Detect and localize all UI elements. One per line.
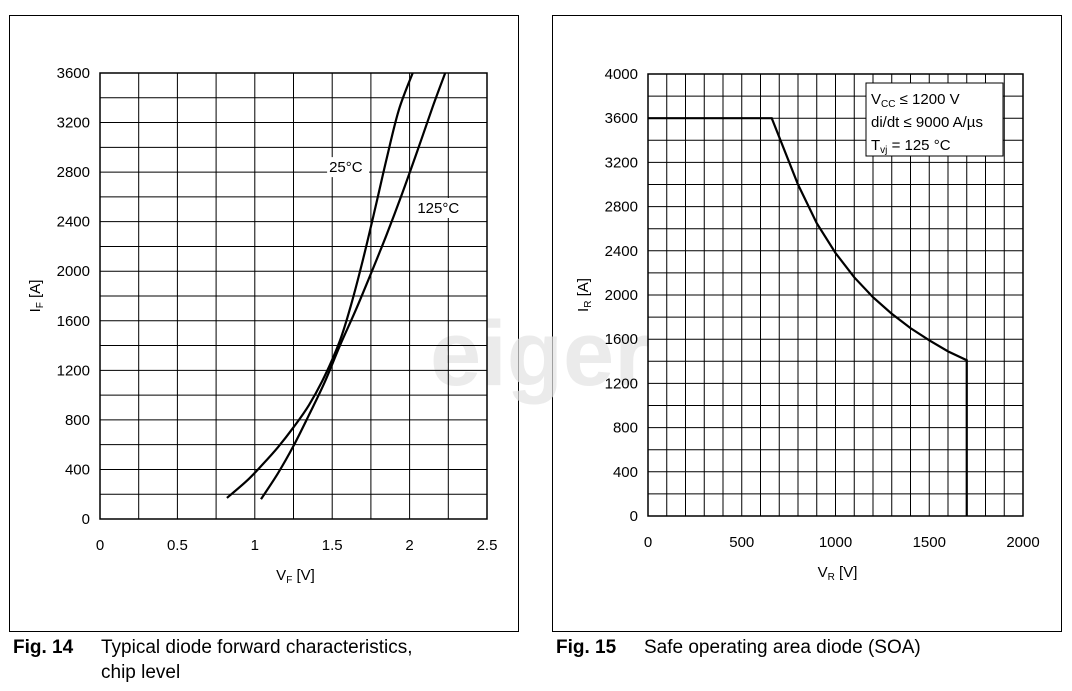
fig15-caption: Fig. 15 Safe operating area diode (SOA) xyxy=(556,635,921,660)
fig14-annotation-label: 125°C xyxy=(417,200,459,217)
fig15-legend-line: VCC ≤ 1200 V xyxy=(871,91,960,110)
fig14-x-tick-label: 2 xyxy=(405,537,413,554)
fig14-series-25C-line xyxy=(226,72,414,499)
fig15-legend-line: di/dt ≤ 9000 A/µs xyxy=(871,114,983,131)
fig15-y-tick-label: 2000 xyxy=(605,287,638,304)
fig15-y-tick-label: 4000 xyxy=(605,66,638,83)
fig14-x-tick-label: 0.5 xyxy=(167,537,188,554)
fig14-y-tick-label: 0 xyxy=(82,511,90,528)
fig15-y-tick-label: 1200 xyxy=(605,375,638,392)
fig14-number: Fig. 14 xyxy=(13,637,74,658)
fig14-y-tick-label: 400 xyxy=(65,461,90,478)
fig15-x-axis-label: VR [V] xyxy=(818,564,858,583)
fig15-series-0-line xyxy=(648,117,968,516)
fig14-y-tick-label: 800 xyxy=(65,412,90,429)
fig14-y-axis-label: IF [A] xyxy=(27,280,46,313)
fig14-x-tick-label: 0 xyxy=(96,537,104,554)
fig14-x-tick-label: 2.5 xyxy=(477,537,498,554)
fig15-number: Fig. 15 xyxy=(556,637,617,658)
fig15-legend-box xyxy=(865,82,1004,157)
fig15-y-tick-label: 2800 xyxy=(605,199,638,216)
fig14-y-tick-label: 2800 xyxy=(57,164,90,181)
fig14-caption-line1: Typical diode forward characteristics, xyxy=(101,637,413,658)
fig14-annotation-bg xyxy=(415,197,467,218)
fig15-caption-line1: Safe operating area diode (SOA) xyxy=(644,637,921,658)
fig15-x-tick-label: 500 xyxy=(729,534,754,551)
fig15-y-tick-label: 0 xyxy=(630,508,638,525)
fig15-y-tick-label: 3600 xyxy=(605,110,638,127)
fig15-legend-line: Tvj = 125 °C xyxy=(871,137,951,156)
fig15-x-tick-label: 0 xyxy=(644,534,652,551)
fig14-y-tick-label: 3200 xyxy=(57,115,90,132)
fig14-plot: 0 0.5 1 1.5 2 2.5 0 400 800 1200 1600 2000 2400 2800 3… xyxy=(27,65,497,586)
fig14-panel xyxy=(9,15,519,632)
fig14-y-tick-label: 2000 xyxy=(57,263,90,280)
fig15-y-tick-label: 400 xyxy=(613,464,638,481)
fig15-x-tick-label: 2000 xyxy=(1006,534,1039,551)
fig14-x-tick-label: 1 xyxy=(251,537,259,554)
fig14-caption: Fig. 14 Typical diode forward characteris… xyxy=(13,635,413,685)
fig14-annotation-label: 25°C xyxy=(329,159,363,176)
fig15-y-tick-label: 1600 xyxy=(605,331,638,348)
fig15-plot-frame xyxy=(647,73,1024,517)
fig15-x-tick-label: 1500 xyxy=(913,534,946,551)
watermark-logo: eiger xyxy=(430,303,650,405)
fig15-plot: 0 500 1000 1500 2000 0 400 800 1200 1600 2000 2400 2… xyxy=(575,66,1040,583)
fig14-y-tick-label: 2400 xyxy=(57,214,90,231)
fig15-x-tick-label: 1000 xyxy=(819,534,852,551)
fig14-y-tick-label: 1600 xyxy=(57,313,90,330)
fig14-y-tick-label: 1200 xyxy=(57,362,90,379)
fig15-y-tick-label: 2400 xyxy=(605,243,638,260)
fig14-x-axis-label: VF [V] xyxy=(276,567,315,586)
fig14-annotation-bg xyxy=(327,157,370,178)
fig14-plot-frame xyxy=(99,72,488,520)
fig14-x-tick-label: 1.5 xyxy=(322,537,343,554)
fig15-y-tick-label: 3200 xyxy=(605,154,638,171)
fig14-y-tick-label: 3600 xyxy=(57,65,90,82)
fig15-y-tick-label: 800 xyxy=(613,420,638,437)
fig15-y-axis-label: IR [A] xyxy=(575,278,594,312)
fig14-series-125C-line xyxy=(260,72,447,500)
fig14-caption-line2: chip level xyxy=(101,662,181,683)
